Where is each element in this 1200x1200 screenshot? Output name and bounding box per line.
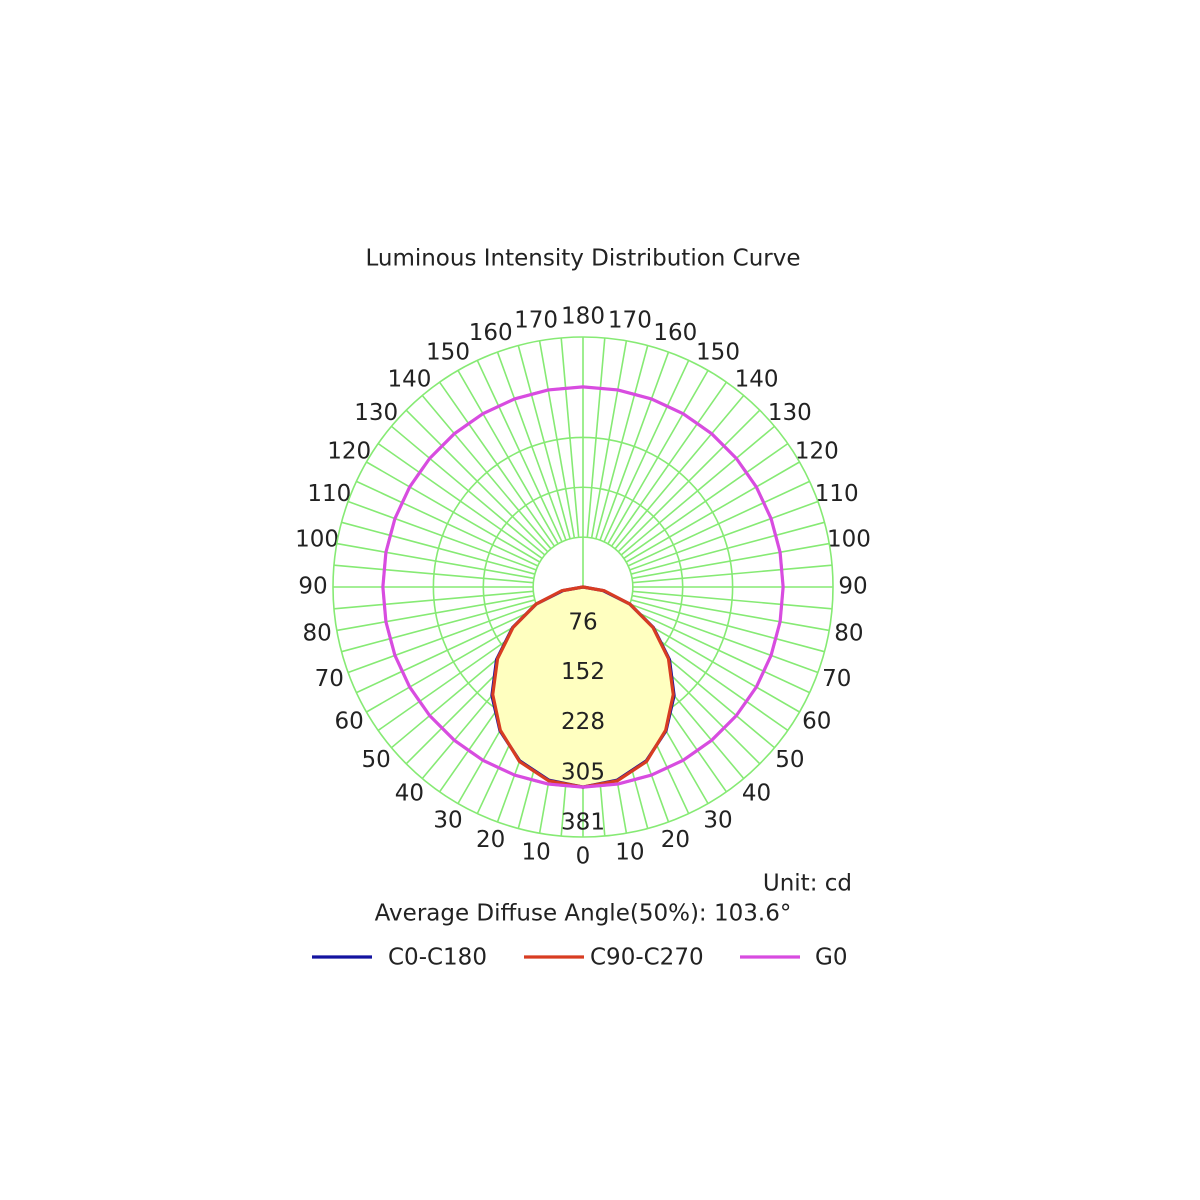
unit-label: Unit: cd	[763, 871, 852, 897]
angle-tick-label: 130	[768, 400, 812, 426]
angle-tick-label: 60	[802, 709, 831, 735]
angle-tick-label: 170	[608, 308, 652, 334]
angle-tick-label: 50	[362, 747, 391, 773]
radial-tick-label: 76	[568, 609, 597, 635]
chart-title: Luminous Intensity Distribution Curve	[365, 246, 800, 272]
angle-tick-label: 100	[827, 527, 871, 553]
angle-tick-label: 170	[514, 308, 558, 334]
angle-tick-label: 40	[742, 780, 771, 806]
angle-tick-label: 120	[795, 439, 839, 465]
grid-ring	[332, 336, 834, 838]
angle-tick-label: 80	[302, 620, 331, 646]
angle-tick-label: 20	[661, 827, 690, 853]
angle-tick-label: 90	[298, 574, 327, 600]
angle-tick-label: 30	[703, 807, 732, 833]
angle-tick-label: 20	[476, 827, 505, 853]
angle-tick-label: 70	[822, 666, 851, 692]
angle-tick-label: 140	[387, 367, 431, 393]
angle-tick-label: 30	[433, 807, 462, 833]
angle-tick-label: 130	[354, 400, 398, 426]
angle-tick-label: 90	[838, 574, 867, 600]
radial-tick-label: 152	[561, 659, 605, 685]
legend-label: C90-C270	[590, 945, 704, 971]
angle-tick-label: 10	[521, 839, 550, 865]
angle-tick-label: 180	[561, 304, 605, 330]
angle-tick-label: 100	[295, 527, 339, 553]
angle-tick-label: 50	[775, 747, 804, 773]
series-line	[381, 385, 785, 789]
angle-tick-label: 160	[469, 320, 513, 346]
angle-tick-label: 140	[735, 367, 779, 393]
angle-tick-label: 110	[307, 481, 351, 507]
angle-tick-label: 40	[395, 780, 424, 806]
angle-tick-label: 60	[335, 709, 364, 735]
radial-tick-label: 228	[561, 709, 605, 735]
angle-tick-label: 0	[576, 844, 591, 870]
radial-tick-label: 305	[561, 760, 605, 786]
legend-label: G0	[815, 945, 847, 971]
angle-tick-label: 150	[696, 340, 740, 366]
angle-tick-label: 10	[615, 839, 644, 865]
angle-tick-label: 70	[315, 666, 344, 692]
radial-tick-label: 381	[561, 810, 605, 836]
angle-tick-label: 120	[327, 439, 371, 465]
note: Average Diffuse Angle(50%): 103.6°	[375, 901, 792, 927]
legend-label: C0-C180	[388, 945, 487, 971]
angle-tick-label: 150	[426, 340, 470, 366]
angle-tick-label: 110	[815, 481, 859, 507]
angle-tick-label: 80	[834, 620, 863, 646]
angle-tick-label: 160	[653, 320, 697, 346]
